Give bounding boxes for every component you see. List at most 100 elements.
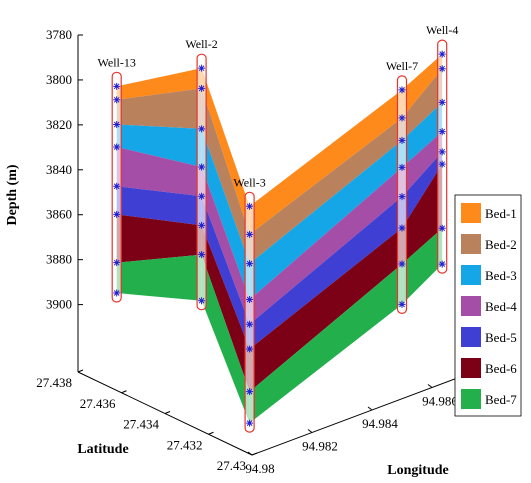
bed-boundary-marker	[113, 121, 121, 129]
legend-swatch	[461, 296, 481, 316]
bed-boundary-marker	[246, 260, 254, 268]
legend-swatch	[461, 389, 481, 409]
legend-swatch	[461, 234, 481, 254]
legend-label: Bed-2	[485, 237, 517, 252]
bed-panel	[116, 214, 202, 263]
y-tick-label: 27.434	[123, 417, 159, 432]
well-label: Well-13	[98, 55, 136, 69]
bed-panel	[249, 140, 402, 300]
bed-panel	[116, 186, 202, 226]
bed-boundary-marker	[246, 320, 254, 328]
well-label: Well-3	[233, 175, 265, 189]
x-tick	[247, 451, 253, 456]
bed-boundary-marker	[113, 289, 121, 297]
bed-boundary-marker	[438, 260, 446, 268]
well-tube	[437, 39, 448, 274]
bed-boundary-marker	[246, 230, 254, 238]
bed-panel	[116, 146, 202, 197]
bed-boundary-marker	[198, 297, 206, 305]
bed-panel	[402, 151, 443, 229]
bed-boundary-marker	[246, 202, 254, 210]
bed-panel	[402, 164, 443, 264]
y-tick-label: 27.438	[36, 375, 72, 390]
bed-boundary-marker	[113, 96, 121, 104]
legend-label: Bed-6	[485, 361, 517, 376]
legend-label: Bed-1	[485, 206, 517, 221]
bed-panel	[402, 228, 443, 305]
bed-panel	[201, 225, 250, 392]
z-tick-label: 3840	[46, 162, 72, 177]
z-tick-label: 3860	[46, 207, 72, 222]
x-axis-title: Longitude	[387, 463, 448, 478]
legend-swatch	[461, 203, 481, 223]
legend-label: Bed-7	[485, 392, 517, 407]
bed-boundary-marker	[198, 163, 206, 171]
bed-boundary-marker	[438, 65, 446, 73]
bed-boundary-marker	[438, 148, 446, 156]
bed-boundary-marker	[398, 163, 406, 171]
y-tick	[77, 369, 84, 373]
bed-boundary-marker	[246, 345, 254, 353]
z-axis-title: Depth (m)	[5, 164, 20, 225]
legend-label: Bed-3	[485, 268, 517, 283]
bed-panel	[201, 68, 250, 235]
bed-boundary-marker	[198, 221, 206, 229]
bed-boundary-marker	[398, 260, 406, 268]
y-tick	[121, 390, 127, 394]
well-label: Well-4	[426, 23, 458, 37]
bed-boundary-marker	[113, 210, 121, 218]
bed-boundary-marker	[438, 50, 446, 58]
bed-boundary-marker	[246, 296, 254, 304]
z-tick-label: 3880	[46, 252, 72, 267]
bed-boundary-marker	[438, 128, 446, 136]
y-tick	[208, 431, 214, 435]
z-tick-label: 3900	[46, 297, 72, 312]
legend-swatch	[461, 327, 481, 347]
bed-boundary-marker	[198, 251, 206, 259]
bed-panel	[402, 54, 443, 118]
bed-boundary-marker	[398, 136, 406, 144]
bed-panel	[116, 124, 202, 168]
y-tick-label: 27.432	[167, 437, 203, 452]
x-tick-label: 94.984	[362, 416, 398, 431]
bed-boundary-marker	[438, 160, 446, 168]
bed-boundary-marker	[246, 388, 254, 396]
x-tick	[427, 384, 433, 388]
bed-boundary-marker	[198, 64, 206, 72]
bed-panel	[201, 254, 250, 424]
bed-boundary-marker	[246, 419, 254, 427]
legend-label: Bed-4	[485, 299, 517, 314]
z-tick-label: 3800	[46, 72, 72, 87]
legend-swatch	[461, 358, 481, 378]
legend-label: Bed-5	[485, 330, 517, 345]
z-tick-label: 3780	[46, 27, 72, 42]
bed-boundary-marker	[398, 224, 406, 232]
bed-boundary-marker	[198, 84, 206, 92]
bed-boundary-marker	[398, 300, 406, 308]
bed-boundary-marker	[198, 125, 206, 133]
bed-boundary-marker	[398, 86, 406, 94]
y-tick-label: 27.43	[217, 458, 246, 473]
bed-panel	[116, 88, 202, 129]
bed-boundary-marker	[438, 224, 446, 232]
y-axis-title: Latitude	[77, 442, 128, 457]
bed-panel	[402, 131, 443, 197]
bed-boundary-marker	[398, 114, 406, 122]
bed-boundary-marker	[113, 182, 121, 190]
x-tick-label: 94.986	[422, 394, 458, 409]
bed-panel	[249, 263, 402, 424]
bed-boundary-marker	[438, 98, 446, 106]
bed-panel	[249, 89, 402, 235]
bed-panel	[249, 167, 402, 325]
z-tick-label: 3820	[46, 117, 72, 132]
x-tick-label: 94.98	[245, 461, 274, 476]
bed-panel	[249, 228, 402, 392]
x-tick	[367, 406, 373, 411]
y-tick	[251, 452, 258, 456]
y-tick-label: 27.436	[80, 396, 116, 411]
bed-panel	[201, 88, 250, 264]
bed-boundary-marker	[113, 143, 121, 151]
bed-boundary-marker	[398, 193, 406, 201]
bed-panel	[249, 196, 402, 349]
